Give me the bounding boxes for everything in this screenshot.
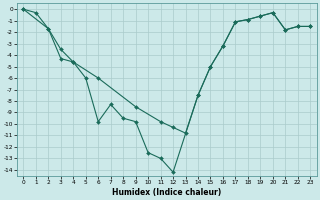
X-axis label: Humidex (Indice chaleur): Humidex (Indice chaleur) (112, 188, 221, 197)
